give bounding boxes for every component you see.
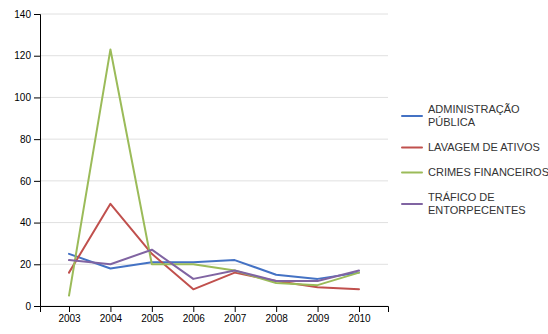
tick: 40 <box>20 217 40 228</box>
tick-mark <box>318 306 319 312</box>
tick: 2006 <box>183 306 206 324</box>
tick-label: 0 <box>25 301 31 312</box>
tick-label: 2006 <box>183 313 206 324</box>
legend: ADMINISTRAÇÃOPÚBLICA LAVAGEM DE ATIVOS CRI… <box>402 103 548 216</box>
tick: 2004 <box>100 306 123 324</box>
grid-line <box>40 14 388 15</box>
grid-line <box>40 139 388 140</box>
tick-label: 40 <box>20 217 32 228</box>
tick-mark <box>152 306 153 312</box>
grid <box>40 14 388 306</box>
tick-label: 2005 <box>141 313 164 324</box>
tick-label: 60 <box>20 176 32 187</box>
tick: 2003 <box>58 306 81 324</box>
legend-item: CRIMES FINANCEIROS <box>402 166 548 178</box>
legend-label: LAVAGEM DE ATIVOS <box>428 141 540 153</box>
axis-line <box>41 307 389 313</box>
tick: 2007 <box>224 306 247 324</box>
grid-line <box>40 97 388 98</box>
tick-label: 2003 <box>58 313 81 324</box>
chart-svg: 2003 2004 2005 2006 2007 2008 2009 2010 0 20 40 60 8… <box>0 0 548 334</box>
x-axis: 2003 2004 2005 2006 2007 2008 2009 2010 <box>41 306 389 324</box>
tick-mark <box>34 56 40 57</box>
tick: 120 <box>14 50 40 61</box>
tick-mark <box>34 97 40 98</box>
tick-label: 20 <box>20 259 32 270</box>
tick: 80 <box>20 134 40 145</box>
legend-item: ADMINISTRAÇÃOPÚBLICA <box>402 103 520 128</box>
tick-mark <box>110 306 111 312</box>
tick: 2008 <box>266 306 289 324</box>
series-group <box>69 49 359 295</box>
tick-mark <box>359 306 360 312</box>
legend-item: LAVAGEM DE ATIVOS <box>402 141 540 153</box>
grid-line <box>40 222 388 223</box>
legend-label: TRÁFICO DEENTORPECENTES <box>428 191 526 216</box>
plot: 2003 2004 2005 2006 2007 2008 2009 2010 0 20 40 60 8… <box>14 9 388 324</box>
chart-container: 2003 2004 2005 2006 2007 2008 2009 2010 0 20 40 60 8… <box>0 0 548 334</box>
tick: 2009 <box>307 306 330 324</box>
tick-label: 100 <box>14 92 31 103</box>
grid-line <box>40 264 388 265</box>
tick-label: 2009 <box>307 313 330 324</box>
tick-mark <box>34 139 40 140</box>
tick-mark <box>235 306 236 312</box>
tick: 2005 <box>141 306 164 324</box>
y-axis: 0 20 40 60 80 100 120 140 <box>14 9 40 312</box>
tick-mark <box>34 223 40 224</box>
tick-mark <box>34 181 40 182</box>
tick-label: 140 <box>14 9 31 20</box>
series-line <box>69 49 359 295</box>
grid-line <box>40 180 388 181</box>
tick: 2010 <box>348 306 371 324</box>
legend-item: TRÁFICO DEENTORPECENTES <box>402 191 526 216</box>
tick-label: 2010 <box>348 313 371 324</box>
tick-mark <box>276 306 277 312</box>
tick-mark <box>34 264 40 265</box>
tick-mark <box>193 306 194 312</box>
legend-swatch <box>402 203 422 205</box>
axis-line <box>34 15 41 307</box>
legend-swatch <box>402 172 422 174</box>
tick: 20 <box>20 259 40 270</box>
tick-mark <box>34 306 40 307</box>
tick-mark <box>34 14 40 15</box>
series-line <box>69 250 359 281</box>
grid-line <box>40 55 388 56</box>
tick-label: 2004 <box>100 313 123 324</box>
tick: 60 <box>20 176 40 187</box>
tick: 0 <box>25 301 40 312</box>
tick-label: 120 <box>14 50 31 61</box>
tick-label: 2008 <box>266 313 289 324</box>
tick-label: 2007 <box>224 313 247 324</box>
tick: 100 <box>14 92 40 103</box>
legend-swatch <box>402 115 422 117</box>
legend-label: CRIMES FINANCEIROS <box>428 166 548 178</box>
legend-swatch <box>402 147 422 149</box>
legend-label: ADMINISTRAÇÃOPÚBLICA <box>428 103 520 128</box>
tick: 140 <box>14 9 40 20</box>
tick-label: 80 <box>20 134 32 145</box>
tick-mark <box>69 306 70 312</box>
series-line <box>69 204 359 290</box>
